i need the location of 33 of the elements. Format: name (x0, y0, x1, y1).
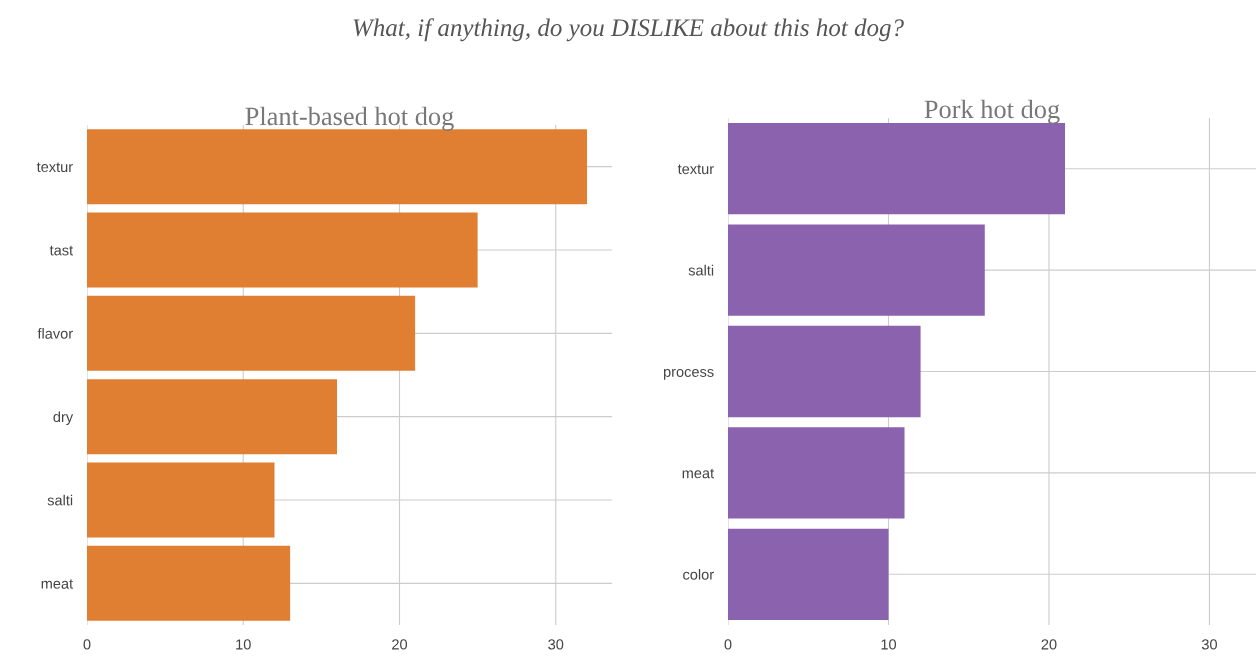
bar (728, 224, 985, 316)
bar (87, 212, 478, 288)
y-tick-label: textur (677, 164, 714, 175)
y-tick-label: meat (41, 579, 74, 589)
y-tick-label: salti (688, 264, 714, 276)
x-tick-label: 10 (236, 639, 251, 650)
bar (87, 295, 416, 371)
y-tick-label: textur (36, 162, 73, 173)
bar (728, 427, 905, 519)
bar (87, 545, 291, 621)
x-tick-label: 10 (881, 639, 897, 650)
bar (87, 462, 275, 538)
y-tick-label: dry (53, 411, 74, 425)
x-tick-label: 20 (1041, 639, 1057, 650)
y-tick-label: color (683, 569, 714, 580)
chart-title: Pork hot dog (924, 99, 1060, 124)
bar (87, 379, 337, 455)
y-tick-label: meat (682, 468, 715, 479)
x-tick-label: 0 (724, 639, 732, 650)
x-tick-label: 30 (1201, 639, 1217, 650)
text: What, if anything, do you DISLIKE about this hot dog? (353, 18, 904, 42)
bar (728, 325, 921, 418)
bar (87, 129, 587, 205)
y-tick-label: salti (47, 494, 73, 506)
y-tick-label: tast (49, 245, 74, 256)
x-tick-label: 30 (548, 639, 564, 650)
x-tick-label: 0 (83, 639, 91, 650)
x-tick-label: 20 (392, 639, 408, 650)
y-tick-label: flavor (37, 328, 73, 339)
bar (728, 528, 889, 620)
chart-title: Plant-based hot dog (245, 106, 454, 131)
y-tick-label: process (663, 368, 714, 380)
bar (728, 123, 1066, 215)
